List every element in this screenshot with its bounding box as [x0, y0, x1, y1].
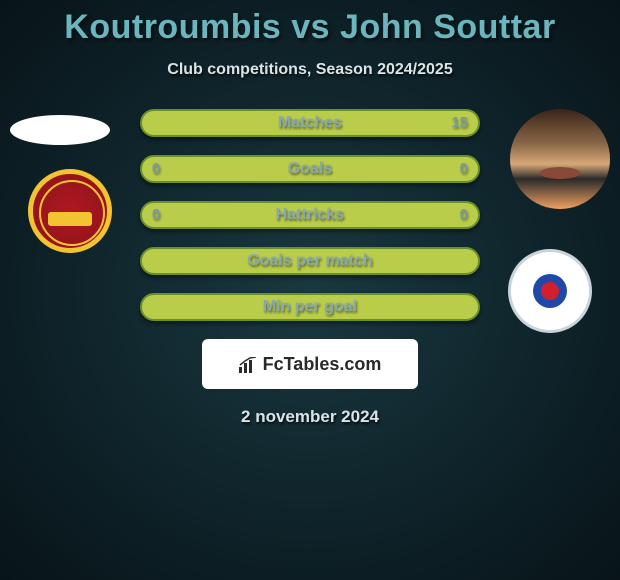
- chart-icon: [239, 357, 259, 373]
- stat-label: Goals per match: [142, 249, 478, 273]
- stat-label: Matches: [142, 111, 478, 135]
- snapshot-date: 2 november 2024: [0, 407, 620, 427]
- branding-label: FcTables.com: [263, 354, 382, 374]
- stat-right-value: 0: [460, 157, 468, 181]
- stat-right-value: 0: [460, 203, 468, 227]
- stat-label: Hattricks: [142, 203, 478, 227]
- branding-badge: FcTables.com: [202, 339, 418, 389]
- club-left-logo: [28, 169, 112, 253]
- page-title: Koutroumbis vs John Souttar: [0, 0, 620, 47]
- player-right-avatar: [510, 109, 610, 209]
- player-left-avatar: [10, 115, 110, 145]
- club-right-logo: [508, 249, 592, 333]
- stat-bar-goals-per-match: Goals per match: [140, 247, 480, 275]
- stat-bars: Matches 15 0 Goals 0 0 Hattricks 0 Goals…: [140, 109, 480, 321]
- stat-bar-goals: 0 Goals 0: [140, 155, 480, 183]
- stat-right-value: 15: [451, 111, 468, 135]
- comparison-panel: Matches 15 0 Goals 0 0 Hattricks 0 Goals…: [0, 109, 620, 427]
- stat-bar-matches: Matches 15: [140, 109, 480, 137]
- stat-label: Goals: [142, 157, 478, 181]
- page-subtitle: Club competitions, Season 2024/2025: [0, 61, 620, 79]
- stat-bar-min-per-goal: Min per goal: [140, 293, 480, 321]
- stat-label: Min per goal: [142, 295, 478, 319]
- stat-bar-hattricks: 0 Hattricks 0: [140, 201, 480, 229]
